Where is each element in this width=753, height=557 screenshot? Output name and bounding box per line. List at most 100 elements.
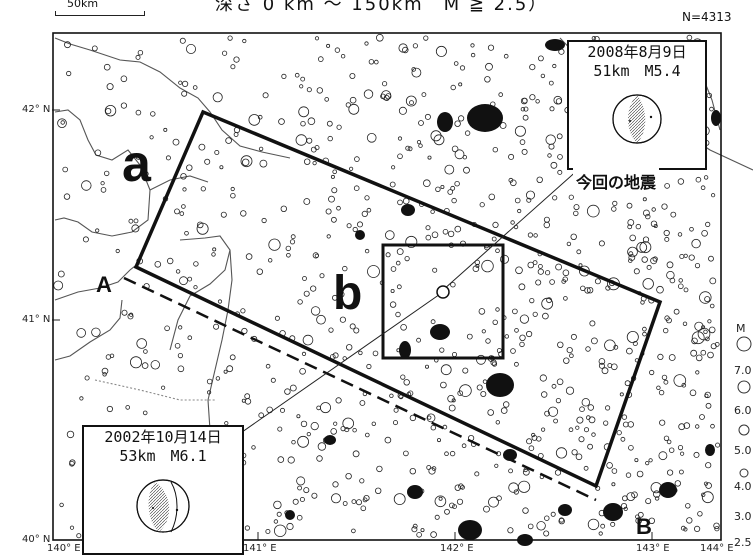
earthquake-point [416,140,422,145]
earthquake-point [631,491,638,499]
earthquake-point [142,170,149,178]
earthquake-point [526,438,533,445]
earthquake-point [487,409,495,416]
earthquake-point [403,379,410,386]
earthquake-point [363,494,370,502]
earthquake-point [585,346,591,352]
earthquake-point [598,362,605,369]
earthquake-point [331,294,338,301]
earthquake-point [409,414,417,422]
earthquake-point [635,223,641,230]
earthquake-point [536,436,542,442]
earthquake-point [633,268,640,275]
earthquake-point [290,234,296,240]
event-2008-date: 2008年8月9日 [587,43,687,61]
earthquake-point [681,382,687,388]
earthquake-point [563,296,568,301]
earthquake-point [314,36,320,41]
earthquake-point [395,260,401,266]
earthquake-point [427,415,432,420]
earthquake-point [304,158,311,165]
earthquake-point [422,179,431,188]
earthquake-point [345,102,351,108]
earthquake-point [651,207,656,212]
earthquake-point [715,442,721,448]
earthquake-point [538,55,544,62]
earthquake-point [627,224,633,230]
earthquake-point [686,517,693,524]
earthquake-point [451,351,457,357]
earthquake-point [274,524,287,538]
earthquake-point [352,450,360,458]
earthquake-point [405,235,418,248]
earthquake-point [240,155,253,168]
earthquake-point [708,326,716,334]
earthquake-point [371,421,376,426]
earthquake-point [494,463,499,468]
earthquake-point [227,35,233,41]
earthquake-point [348,166,354,171]
epicenter-2008 [436,285,450,299]
earthquake-point [695,370,700,375]
earthquake-point [632,340,638,346]
scale-bar-label: 50km [67,0,99,10]
earthquake-point [326,43,331,48]
earthquake-point [393,407,399,413]
earthquake-point [591,432,596,437]
earthquake-point [546,297,552,304]
earthquake-point [303,198,311,205]
earthquake-point [691,337,698,345]
earthquake-point [460,485,465,490]
earthquake-point [507,527,514,534]
earthquake-point [287,456,295,464]
earthquake-point [565,386,575,395]
earthquake-point [418,120,424,126]
earthquake-point [519,139,526,145]
earthquake-point [174,208,180,215]
earthquake-point [106,405,114,413]
earthquake-point [300,76,306,82]
earthquake-point [366,363,372,370]
earthquake-point [100,181,105,186]
earthquake-point [346,223,352,229]
earthquake-point [666,469,674,476]
earthquake-point [328,195,335,203]
earthquake-point [612,200,618,206]
earthquake-point [342,501,348,506]
earthquake-point [669,277,676,284]
earthquake-point [316,405,321,411]
earthquake-point [389,393,394,398]
section-end-label: B [636,514,652,539]
earthquake-point [666,261,674,269]
earthquake-point [533,233,538,238]
earthquake-point [697,511,703,517]
earthquake-point [299,367,306,375]
earthquake-point [535,279,542,286]
earthquake-point [364,195,370,201]
earthquake-point [529,297,535,304]
earthquake-point [430,209,435,214]
earthquake-point [519,334,526,341]
region-b-label: b [333,267,363,320]
earthquake-point [627,246,638,258]
earthquake-point [584,427,590,433]
earthquake-point [273,519,279,524]
earthquake-point [270,377,276,383]
earthquake-point [673,374,687,387]
earthquake-point [289,384,297,392]
magnitude-legend-title: M [736,322,746,335]
earthquake-point [196,222,209,235]
earthquake-point [514,328,519,333]
earthquake-point [294,72,300,78]
earthquake-point [578,436,585,443]
earthquake-point [554,469,562,476]
earthquake-point [444,164,455,175]
earthquake-point [570,233,577,240]
earthquake-point [658,389,665,396]
earthquake-point [454,180,460,187]
earthquake-point [616,430,622,436]
earthquake-point [573,204,580,211]
earthquake-point [273,500,282,510]
earthquake-point [695,424,700,429]
earthquake-point [179,276,188,286]
